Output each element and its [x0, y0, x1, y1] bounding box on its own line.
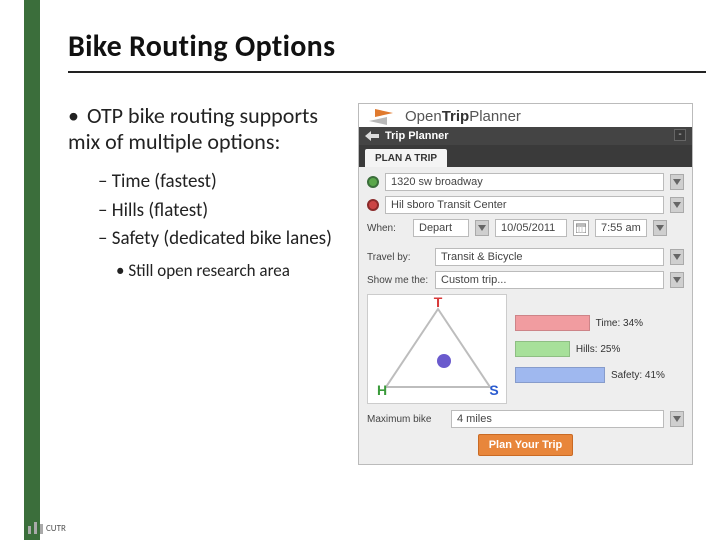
- maxbike-select[interactable]: 4 miles: [451, 410, 664, 428]
- to-row: Hil sboro Transit Center: [367, 196, 684, 214]
- content-area: Bike Routing Options • OTP bike routing …: [68, 28, 706, 465]
- back-arrow-icon[interactable]: [365, 131, 379, 141]
- hills-label: Hills: 25%: [576, 344, 620, 355]
- slide-title: Bike Routing Options: [68, 28, 706, 73]
- sub-item: • Still open research area: [116, 261, 348, 281]
- travel-row: Travel by: Transit & Bicycle: [367, 248, 684, 266]
- show-value: Custom trip...: [441, 272, 506, 288]
- brand-arrows-icon: [365, 109, 399, 125]
- minimize-icon[interactable]: -: [674, 129, 686, 141]
- panel-titlebar: Trip Planner -: [359, 127, 692, 145]
- triangle-row: T H S Time: 34%: [367, 294, 684, 404]
- depart-select[interactable]: Depart: [413, 219, 469, 237]
- screenshot-column: OpenTripPlanner Trip Planner - PLAN A TR…: [358, 103, 693, 465]
- dash-item: – Safety (dedicated bike lanes): [98, 227, 348, 251]
- brand-row: OpenTripPlanner: [359, 104, 692, 127]
- footer-logo: CUTR: [28, 522, 66, 534]
- slide: Bike Routing Options • OTP bike routing …: [0, 0, 720, 540]
- time-swatch: [515, 315, 590, 331]
- travel-label: Travel by:: [367, 252, 429, 263]
- to-input[interactable]: Hil sboro Transit Center: [385, 196, 664, 214]
- svg-text:H: H: [377, 382, 387, 398]
- svg-text:T: T: [434, 295, 443, 310]
- from-value: 1320 sw broadway: [391, 174, 483, 190]
- travel-select[interactable]: Transit & Bicycle: [435, 248, 664, 266]
- brand-suffix: Planner: [469, 108, 521, 125]
- maxbike-value: 4 miles: [457, 411, 492, 427]
- from-row: 1320 sw broadway: [367, 173, 684, 191]
- tab-plan-trip[interactable]: PLAN A TRIP: [365, 149, 447, 167]
- time-input[interactable]: 7:55 am: [595, 219, 647, 237]
- dash-list: – Time (fastest) – Hills (flatest) – Saf…: [98, 170, 348, 251]
- dash-text: Safety (dedicated bike lanes): [112, 227, 332, 250]
- safety-swatch: [515, 367, 605, 383]
- maxbike-label: Maximum bike: [367, 414, 445, 425]
- bullet-main: • OTP bike routing supports mix of multi…: [68, 103, 348, 156]
- safety-label: Safety: 41%: [611, 370, 665, 381]
- brand-mid: Trip: [442, 108, 470, 125]
- metric-time: Time: 34%: [515, 315, 684, 331]
- maxbike-row: Maximum bike 4 miles: [367, 410, 684, 428]
- tab-strip: PLAN A TRIP: [359, 145, 692, 167]
- to-value: Hil sboro Transit Center: [391, 197, 507, 213]
- metric-bars: Time: 34% Hills: 25% Safety: 41%: [515, 294, 684, 404]
- accent-stripe: [24, 0, 40, 540]
- chevron-down-icon[interactable]: [670, 174, 684, 190]
- brand-text: OpenTripPlanner: [405, 108, 521, 125]
- columns: • OTP bike routing supports mix of multi…: [68, 103, 706, 465]
- metric-safety: Safety: 41%: [515, 367, 684, 383]
- chevron-down-icon[interactable]: [670, 272, 684, 288]
- dest-marker-icon: [367, 199, 379, 211]
- text-column: • OTP bike routing supports mix of multi…: [68, 103, 348, 465]
- depart-value: Depart: [419, 220, 452, 236]
- hills-swatch: [515, 341, 570, 357]
- travel-value: Transit & Bicycle: [441, 249, 523, 265]
- when-label: When:: [367, 223, 407, 234]
- from-input[interactable]: 1320 sw broadway: [385, 173, 664, 191]
- chevron-down-icon[interactable]: [670, 197, 684, 213]
- svg-text:S: S: [489, 382, 498, 398]
- panel-title: Trip Planner: [385, 130, 449, 142]
- chevron-down-icon[interactable]: [475, 220, 489, 236]
- chevron-down-icon[interactable]: [653, 220, 667, 236]
- footer-text: CUTR: [46, 523, 66, 534]
- plan-trip-button[interactable]: Plan Your Trip: [478, 434, 574, 456]
- when-row: When: Depart 10/05/2011 7:55 am: [367, 219, 684, 237]
- dash-item: – Hills (flatest): [98, 199, 348, 223]
- dash-text: Time (fastest): [112, 170, 217, 193]
- sub-list: • Still open research area: [116, 261, 348, 281]
- show-row: Show me the: Custom trip...: [367, 271, 684, 289]
- form-area: 1320 sw broadway Hil sboro Transit Cente…: [359, 167, 692, 464]
- date-value: 10/05/2011: [501, 220, 555, 236]
- show-label: Show me the:: [367, 275, 429, 286]
- bullet-main-text: OTP bike routing supports mix of multipl…: [68, 102, 318, 155]
- sub-text: Still open research area: [128, 260, 290, 281]
- metric-hills: Hills: 25%: [515, 341, 684, 357]
- chevron-down-icon[interactable]: [670, 411, 684, 427]
- preference-triangle[interactable]: T H S: [367, 294, 507, 404]
- time-label: Time: 34%: [596, 318, 643, 329]
- origin-marker-icon: [367, 176, 379, 188]
- otp-panel: OpenTripPlanner Trip Planner - PLAN A TR…: [358, 103, 693, 465]
- chevron-down-icon[interactable]: [670, 249, 684, 265]
- show-select[interactable]: Custom trip...: [435, 271, 664, 289]
- calendar-icon[interactable]: [573, 220, 589, 236]
- time-value: 7:55 am: [601, 220, 641, 236]
- bullet-dot-icon: •: [68, 103, 82, 129]
- dash-text: Hills (flatest): [112, 199, 208, 222]
- brand-prefix: Open: [405, 108, 442, 125]
- date-input[interactable]: 10/05/2011: [495, 219, 567, 237]
- dash-item: – Time (fastest): [98, 170, 348, 194]
